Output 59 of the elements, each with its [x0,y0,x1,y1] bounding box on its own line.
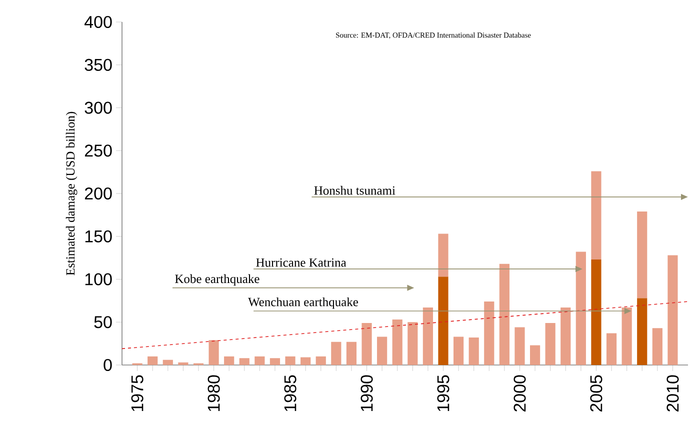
bar [668,255,678,365]
y-tick-label: 200 [84,187,112,200]
x-tick-label: 1995 [437,375,450,412]
x-tick-label: 1985 [284,375,296,412]
bar [576,252,586,365]
y-axis-title: Estimated damage (USD billion) [66,112,78,276]
bar [438,276,448,365]
bar [637,298,648,365]
annotation: Wenchuan earthquake [248,297,358,309]
bar [530,345,540,365]
x-tick-label: 2005 [590,375,602,412]
bar [514,327,525,365]
y-tick-label: 350 [84,58,112,71]
bar [484,302,494,365]
bar [162,360,173,365]
annotation: Kobe earthquake [175,274,260,286]
bar [438,234,448,277]
bar [545,322,556,365]
bar [637,212,648,298]
bar [346,342,357,365]
bar [331,342,342,365]
y-tick-label: 300 [84,102,112,114]
bar [392,320,402,365]
bar [591,260,602,365]
bar [652,328,662,365]
bar [622,308,632,365]
bar [300,357,311,365]
bar [270,358,280,365]
y-tick-label: 50 [94,316,112,328]
bar [408,322,418,365]
bar [254,356,265,365]
bar [224,356,234,365]
y-tick-label: 100 [85,273,112,286]
bar [606,333,617,365]
y-tick-label: 150 [85,230,112,242]
x-tick-label: 1975 [131,375,144,412]
bar [377,336,388,365]
y-tick-label: 400 [84,16,112,28]
bar [499,264,510,365]
bar [285,356,296,365]
bar [453,336,464,365]
x-tick-label: 2000 [514,375,526,412]
bar [422,308,433,365]
x-tick-label: 1980 [208,375,220,412]
bar [316,356,326,365]
bar [468,338,479,365]
x-tick-label: 1990 [360,375,373,412]
bar [208,340,219,365]
bar [591,171,602,260]
bar [362,322,372,365]
y-tick-label: 250 [84,144,112,157]
bar [560,308,571,365]
bar [148,356,158,365]
bar [178,362,188,365]
annotation: Hurricane Katrina [256,258,346,267]
bar [239,358,250,365]
annotation: Honshu tsunami [314,186,396,195]
x-tick-label: 2010 [666,375,679,412]
y-tick-label: 0 [104,358,112,372]
